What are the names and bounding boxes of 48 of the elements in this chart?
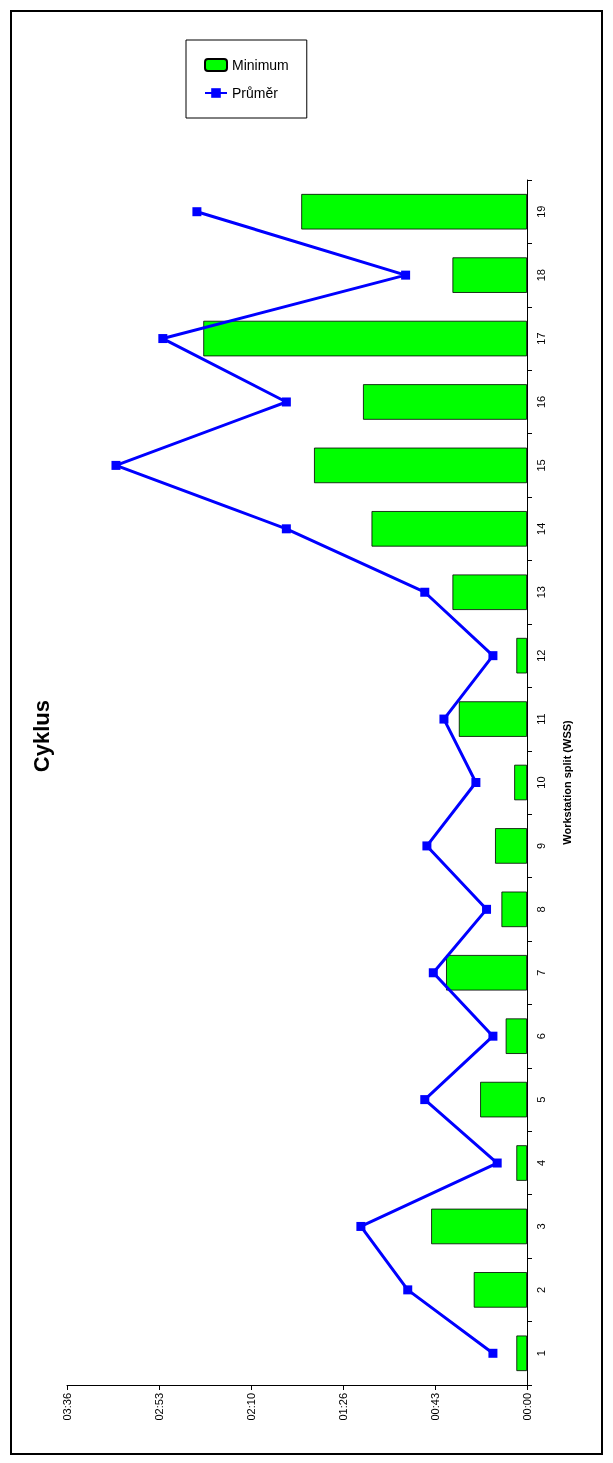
point — [403, 1285, 413, 1295]
point — [428, 968, 438, 978]
point — [488, 651, 498, 661]
y-tick-label: 15 — [534, 459, 547, 472]
point — [281, 397, 291, 407]
x-tick-label: 01:26 — [337, 1393, 349, 1421]
y-tick-label: 9 — [534, 842, 547, 849]
y-tick-label: 6 — [534, 1033, 547, 1040]
text: Cyklus — [28, 699, 54, 773]
y-tick-label: 14 — [534, 522, 547, 535]
x-tick-label: 00:00 — [521, 1393, 533, 1421]
y-tick-label: 16 — [534, 395, 547, 409]
y-tick-label: 19 — [534, 205, 547, 218]
x-tick-label: 00:43 — [429, 1393, 441, 1421]
point — [281, 524, 291, 534]
point — [471, 778, 481, 787]
point — [492, 1158, 502, 1168]
point — [401, 270, 411, 280]
y-tick-label: 12 — [534, 649, 547, 662]
point — [439, 714, 449, 724]
x-tick-label: 02:10 — [245, 1393, 257, 1421]
y-tick-label: 2 — [534, 1286, 547, 1293]
y-tick-label: 17 — [534, 332, 547, 345]
y-tick-label: 13 — [534, 586, 547, 599]
y-tick-label: 10 — [534, 776, 547, 789]
y-tick-label: 7 — [534, 969, 547, 976]
point — [482, 904, 492, 914]
x-tick-label: 03:36 — [61, 1393, 73, 1421]
point — [192, 207, 202, 217]
y-tick-label: 4 — [534, 1159, 547, 1167]
y-tick-label: 8 — [534, 906, 547, 913]
point — [158, 334, 168, 344]
point — [111, 460, 121, 470]
y-tick-label: 3 — [534, 1223, 547, 1230]
y-tick-label: 11 — [534, 713, 547, 725]
y-tick-label: 1 — [534, 1350, 547, 1357]
legend-label: Průměr — [232, 85, 279, 101]
point — [356, 1221, 366, 1231]
point — [488, 1031, 498, 1041]
point — [488, 1348, 498, 1358]
y-tick-label: 5 — [534, 1096, 547, 1103]
point — [420, 1095, 430, 1105]
point — [420, 587, 430, 597]
legend-label: Minimum — [232, 57, 289, 73]
y-axis-title: Workstation split (WSS) — [560, 719, 573, 845]
y-tick-label: 18 — [534, 269, 547, 282]
x-tick-label: 02:53 — [153, 1393, 165, 1421]
point — [422, 841, 432, 851]
